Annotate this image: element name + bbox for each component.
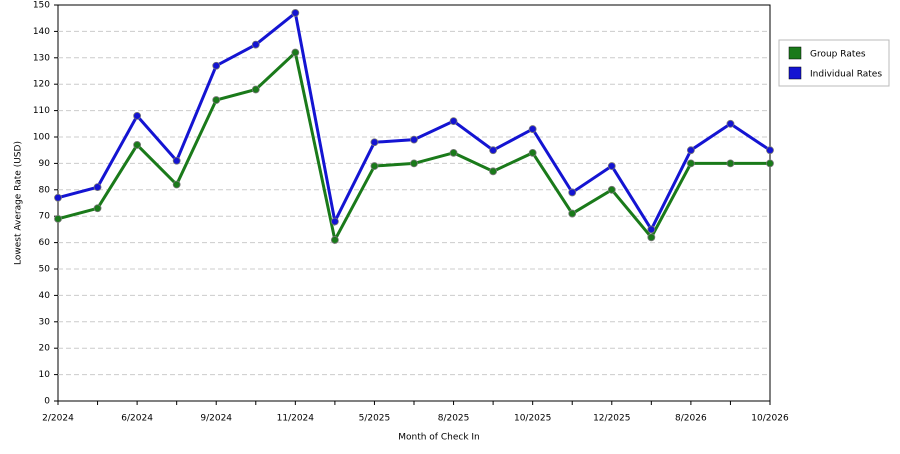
data-point <box>607 185 616 194</box>
x-tick-label: 8/2025 <box>438 414 470 424</box>
data-point <box>291 48 300 57</box>
y-tick-label: 50 <box>39 265 51 275</box>
x-tick-label: 5/2025 <box>359 414 391 424</box>
data-point <box>686 159 695 168</box>
data-point <box>489 167 498 176</box>
x-axis-label: Month of Check In <box>398 433 480 443</box>
x-tick-label: 11/2024 <box>277 414 315 424</box>
data-point <box>528 125 537 133</box>
data-point <box>449 117 458 126</box>
data-point <box>410 159 418 168</box>
legend-swatch <box>788 66 802 80</box>
y-tick-label: 100 <box>33 133 50 143</box>
data-point <box>766 159 774 168</box>
data-point <box>212 61 221 70</box>
data-point <box>686 146 695 155</box>
legend-swatch <box>788 46 802 60</box>
data-point <box>93 183 102 192</box>
data-point <box>647 225 656 234</box>
y-tick-label: 60 <box>39 238 51 248</box>
data-point <box>54 193 62 202</box>
data-point <box>133 111 142 120</box>
x-tick-label: 9/2024 <box>200 414 232 424</box>
data-point <box>726 159 735 168</box>
y-tick-label: 140 <box>33 27 50 37</box>
data-point <box>93 204 102 213</box>
x-tick-label: 10/2026 <box>751 414 789 424</box>
y-tick-label: 40 <box>39 291 51 301</box>
data-point <box>528 148 537 157</box>
data-point <box>410 135 418 144</box>
data-point <box>568 209 577 218</box>
y-tick-label: 90 <box>39 159 51 169</box>
data-point <box>607 162 616 170</box>
data-point <box>370 162 379 170</box>
data-point <box>766 146 774 155</box>
legend-label: Group Rates <box>810 50 866 60</box>
y-tick-label: 0 <box>44 397 50 407</box>
data-point <box>172 180 181 189</box>
y-axis-label: Lowest Average Rate (USD) <box>14 141 24 265</box>
y-tick-label: 80 <box>39 185 51 195</box>
y-tick-label: 110 <box>33 106 50 116</box>
data-point <box>568 188 577 197</box>
y-tick-label: 130 <box>33 53 50 63</box>
x-tick-label: 10/2025 <box>514 414 551 424</box>
data-point <box>449 148 458 157</box>
y-tick-label: 150 <box>33 1 50 11</box>
data-point <box>291 9 300 17</box>
x-tick-label: 12/2025 <box>593 414 630 424</box>
data-point <box>330 217 339 226</box>
data-point <box>212 96 221 104</box>
y-tick-label: 30 <box>39 317 51 327</box>
data-point <box>251 85 260 94</box>
x-tick-label: 2/2024 <box>42 414 74 424</box>
data-point <box>330 236 339 244</box>
y-tick-label: 70 <box>39 212 51 222</box>
data-point <box>647 233 656 242</box>
data-point <box>251 40 260 49</box>
data-point <box>489 146 498 155</box>
x-tick-label: 6/2024 <box>121 414 153 424</box>
data-point <box>370 138 379 147</box>
y-tick-label: 120 <box>33 80 50 90</box>
data-point <box>172 156 181 165</box>
data-point <box>133 141 142 149</box>
x-tick-label: 8/2026 <box>675 414 707 424</box>
data-point <box>726 119 735 128</box>
plot-area <box>57 4 771 402</box>
legend-label: Individual Rates <box>810 70 882 80</box>
data-point <box>54 214 62 223</box>
y-tick-label: 20 <box>39 344 51 354</box>
y-tick-label: 10 <box>39 370 51 380</box>
